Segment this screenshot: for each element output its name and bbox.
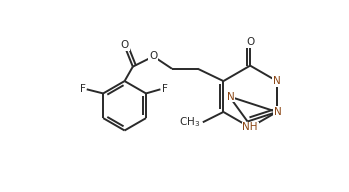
Text: O: O [246,37,254,47]
Text: CH: CH [185,117,200,127]
Text: F: F [80,84,86,94]
Text: N: N [227,92,234,102]
Text: $\mathregular{CH_3}$: $\mathregular{CH_3}$ [179,115,200,129]
Text: O: O [149,51,157,61]
Text: N: N [274,107,282,117]
Text: NH: NH [243,122,258,132]
Text: F: F [162,84,168,94]
Text: N: N [273,76,281,86]
Text: CH: CH [185,117,200,127]
Text: O: O [120,40,129,50]
